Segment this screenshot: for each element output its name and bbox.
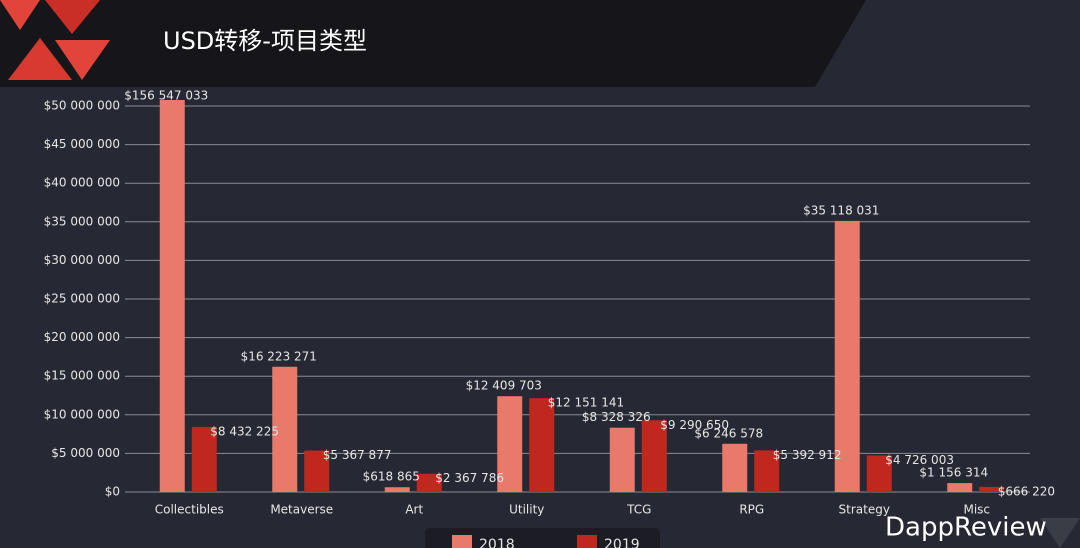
bar [722,443,748,492]
y-tick-label: $5 000 000 [51,446,120,460]
value-label: $9 290 650 [660,418,729,432]
value-label: $8 328 326 [582,410,651,424]
legend-label: 2019 [604,537,640,548]
value-label: $666 220 [998,484,1055,498]
value-label: $35 118 031 [803,203,879,217]
watermark: DappReview [885,513,1047,543]
x-tick-label: TCG [626,503,651,517]
y-tick-label: $30 000 000 [44,253,120,267]
bar [272,366,298,492]
bar [641,420,667,492]
x-tick-label: Misc [963,503,990,517]
bar [947,483,973,492]
x-tick-label: Strategy [839,503,890,517]
chart-title: USD转移-项目类型 [163,27,367,55]
legend-box [425,528,660,548]
value-label: $618 865 [363,470,420,484]
y-tick-label: $35 000 000 [44,214,120,228]
y-tick-label: $25 000 000 [44,292,120,306]
legend-swatch [452,535,472,548]
y-tick-label: $50 000 000 [44,99,120,113]
bar [754,450,780,492]
y-tick-label: $15 000 000 [44,369,120,383]
value-label: $2 367 786 [435,471,504,485]
value-label: $12 409 703 [466,379,542,393]
y-tick-label: $20 000 000 [44,330,120,344]
y-tick-label: $45 000 000 [44,137,120,151]
logo [8,38,72,80]
header-band [0,0,866,87]
x-tick-label: Utility [509,503,544,517]
y-tick-label: $40 000 000 [44,176,120,190]
value-label: $16 223 271 [241,349,317,363]
x-tick-label: Art [405,503,423,517]
y-tick-label: $0 [105,485,120,499]
legend-swatch [577,535,597,548]
value-label: $5 392 912 [773,448,842,462]
bar [497,396,523,492]
decoration [1040,518,1080,548]
bar [159,100,185,492]
legend-label: 2018 [479,537,515,548]
logo [45,0,100,34]
bar [191,426,217,492]
logo [55,40,110,80]
bar [609,427,635,492]
plot-area [159,100,1005,492]
value-label: $8 432 225 [210,424,279,438]
value-label: $5 367 877 [323,448,392,462]
bar [384,487,410,492]
bar [529,398,555,492]
logo [0,0,40,30]
y-tick-label: $10 000 000 [44,407,120,421]
value-label: $1 156 314 [919,466,988,480]
bar [304,450,330,492]
x-tick-label: Metaverse [270,503,333,517]
bar [834,220,860,492]
value-label: $156 547 033 [124,89,208,103]
bar [416,473,442,492]
value-label: $6 246 578 [694,426,763,440]
value-label: $12 151 141 [548,396,624,410]
x-tick-label: RPG [739,503,764,517]
x-tick-label: Collectibles [155,503,224,517]
bar [979,486,1005,492]
value-label: $4 726 003 [885,453,954,467]
bar [866,455,892,492]
